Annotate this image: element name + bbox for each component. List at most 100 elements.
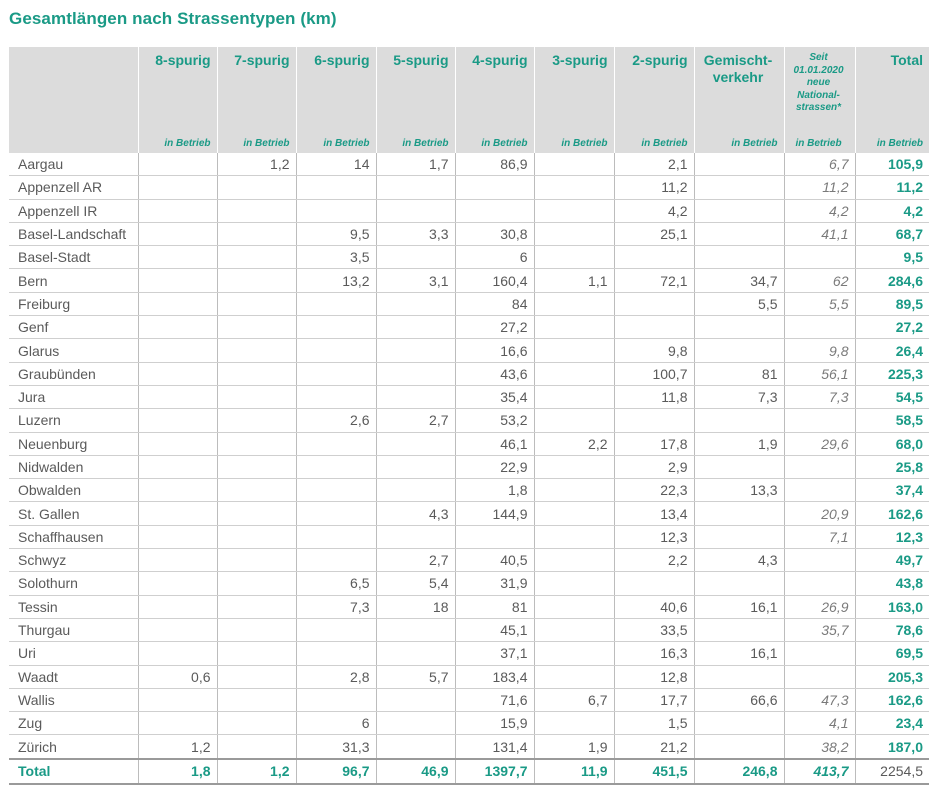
table-cell: 6 (454, 245, 534, 270)
table-cell (613, 408, 694, 433)
table-row: Waadt 0,6 2,8 5,7 183,4 12,8 205,3 (9, 665, 929, 689)
table-cell (137, 245, 217, 270)
table-cell (783, 455, 855, 480)
table-cell (295, 618, 376, 643)
column-subheader: in Betrieb (854, 134, 929, 153)
total-label: Total (9, 757, 138, 785)
table-cell: 2,6 (295, 408, 376, 433)
table-cell (533, 548, 614, 573)
table-cell (137, 408, 217, 433)
table-cell (137, 641, 217, 666)
row-total-cell: 37,4 (854, 478, 929, 503)
table-cell (137, 362, 217, 386)
table-cell (375, 734, 455, 760)
table-cell (533, 571, 614, 596)
table-cell (137, 315, 217, 340)
table-header-row: 8-spurig 7-spurig 6-spurig 5-spurig 4-spurig… (9, 47, 929, 134)
total-cell: 451,5 (613, 757, 694, 785)
column-header-label: 01.01.2020 (793, 64, 844, 76)
table-cell: 131,4 (454, 734, 534, 760)
column-header-label: 6-spurig (314, 52, 370, 68)
table-cell (375, 711, 455, 736)
table-cell (216, 199, 296, 223)
table-cell (783, 548, 855, 573)
subheader-canton (9, 134, 138, 153)
table-cell (137, 338, 217, 363)
canton-name: Appenzell IR (9, 199, 138, 223)
table-cell (216, 478, 296, 503)
column-header-label: 8-spurig (155, 52, 211, 68)
table-cell (137, 595, 217, 619)
table-cell: 13,3 (693, 478, 784, 503)
table-cell (295, 362, 376, 386)
table-cell (375, 455, 455, 480)
table-cell (693, 199, 784, 223)
table-cell: 31,9 (454, 571, 534, 596)
table-row: Glarus 16,6 9,8 9,8 26,4 (9, 338, 929, 363)
column-header: Total (854, 47, 929, 134)
table-row: Wallis 71,6 6,7 17,7 66,6 47,3 162,6 (9, 688, 929, 713)
canton-name: St. Gallen (9, 501, 138, 526)
table-row: Obwalden 1,8 22,3 13,3 37,4 (9, 478, 929, 503)
column-header-label: 3-spurig (552, 52, 608, 68)
row-total-cell: 78,6 (854, 618, 929, 643)
table-cell: 5,7 (375, 665, 455, 689)
table-cell (783, 665, 855, 689)
table-cell: 160,4 (454, 268, 534, 293)
column-subheader: in Betrieb (295, 134, 376, 153)
table-cell: 38,2 (783, 734, 855, 760)
table-cell (533, 362, 614, 386)
row-total-cell: 43,8 (854, 571, 929, 596)
table-cell: 4,3 (693, 548, 784, 573)
table-cell: 2,8 (295, 665, 376, 689)
table-cell (216, 315, 296, 340)
table-row: Genf 27,2 27,2 (9, 315, 929, 340)
table-cell: 41,1 (783, 222, 855, 247)
table-cell (295, 199, 376, 223)
table-cell (693, 711, 784, 736)
row-total-cell: 25,8 (854, 455, 929, 480)
table-row: Zürich 1,2 31,3 131,4 1,9 21,2 38,2 187,0 (9, 734, 929, 760)
row-total-cell: 11,2 (854, 175, 929, 200)
row-total-cell: 68,7 (854, 222, 929, 247)
table-cell (533, 222, 614, 247)
column-header: 7-spurig (216, 47, 296, 134)
table-cell: 100,7 (613, 362, 694, 386)
table-cell (137, 501, 217, 526)
table-row: St. Gallen 4,3 144,9 13,4 20,9 162,6 (9, 501, 929, 526)
table-cell (375, 618, 455, 643)
table-cell: 12,3 (613, 525, 694, 550)
column-header-label: Seit (809, 52, 828, 63)
table-cell (454, 525, 534, 550)
table-row: Aargau 1,2 14 1,7 86,9 2,1 6,7 105,9 (9, 153, 929, 177)
table-cell (295, 455, 376, 480)
table-row: Graubünden 43,6 100,7 81 56,1 225,3 (9, 362, 929, 386)
column-subheader: in Betrieb (613, 134, 694, 153)
table-cell: 71,6 (454, 688, 534, 713)
table-cell (216, 385, 296, 410)
table-cell (375, 338, 455, 363)
table-cell (533, 711, 614, 736)
table-cell: 6,7 (533, 688, 614, 713)
total-cell: 413,7 (783, 757, 855, 785)
table-cell (216, 455, 296, 480)
table-cell: 13,4 (613, 501, 694, 526)
table-cell: 7,3 (783, 385, 855, 410)
row-total-cell: 9,5 (854, 245, 929, 270)
table-cell (783, 315, 855, 340)
row-total-cell: 4,2 (854, 199, 929, 223)
table-cell: 47,3 (783, 688, 855, 713)
table-cell (216, 688, 296, 713)
table-cell (693, 153, 784, 177)
canton-name: Schwyz (9, 548, 138, 573)
table-cell: 3,5 (295, 245, 376, 270)
table-cell: 1,1 (533, 268, 614, 293)
table-row: Neuenburg 46,1 2,2 17,8 1,9 29,6 68,0 (9, 432, 929, 456)
canton-name: Solothurn (9, 571, 138, 596)
column-subheader: in Betrieb (375, 134, 455, 153)
table-cell (216, 338, 296, 363)
table-cell (137, 478, 217, 503)
table-cell (375, 385, 455, 410)
table-row: Appenzell AR 11,2 11,2 11,2 (9, 175, 929, 200)
table-cell: 183,4 (454, 665, 534, 689)
